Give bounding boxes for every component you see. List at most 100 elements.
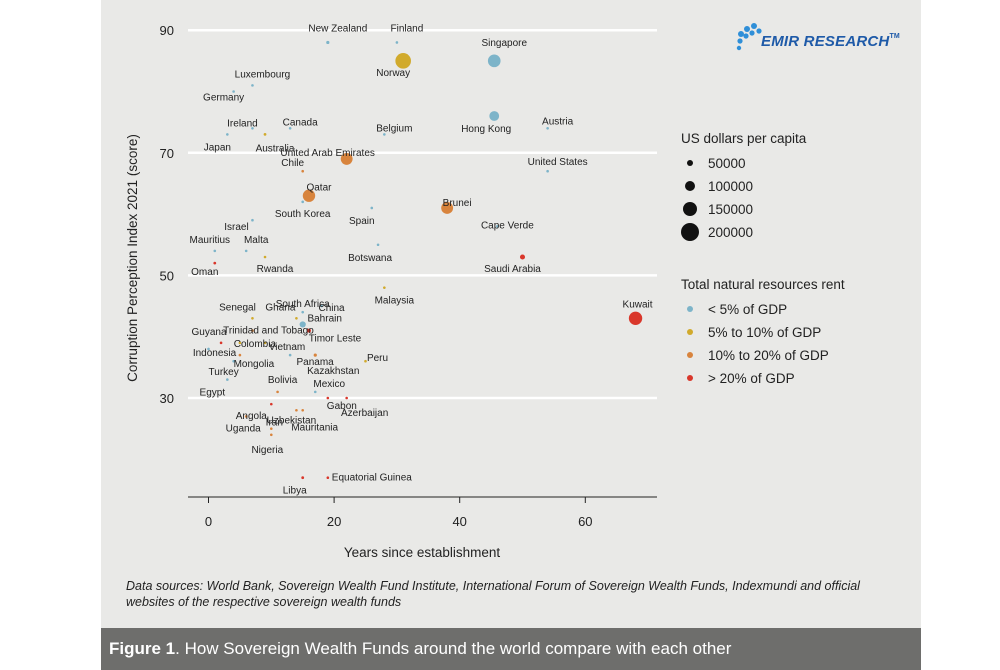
data-point <box>519 254 526 260</box>
point-label: Colombia <box>234 339 277 350</box>
point-label: United Arab Emirates <box>280 148 375 159</box>
point-label: Kuwait <box>623 299 653 310</box>
data-point <box>263 341 267 345</box>
data-point <box>251 218 254 222</box>
data-point <box>299 321 306 328</box>
point-label: Indonesia <box>193 348 237 359</box>
data-point <box>226 133 229 136</box>
point-label: Qatar <box>306 183 332 194</box>
point-label: New Zealand <box>308 23 367 34</box>
color-legend-label: < 5% of GDP <box>708 302 787 317</box>
color-legend-label: 10% to 20% of GDP <box>708 348 829 363</box>
data-point <box>301 200 305 204</box>
point-label: Vietnam <box>269 342 306 353</box>
point-label: Kazakhstan <box>307 366 359 377</box>
data-point <box>263 255 267 259</box>
data-point <box>270 402 273 406</box>
point-label: Singapore <box>481 38 527 49</box>
x-tick-label: 20 <box>327 514 341 529</box>
size-legend-label: 100000 <box>708 179 753 194</box>
data-point <box>232 359 235 363</box>
point-label: Azerbaijan <box>341 408 388 419</box>
data-point <box>207 347 210 351</box>
point-label: Luxembourg <box>235 69 291 80</box>
data-point <box>270 433 273 437</box>
size-legend-marker <box>683 202 697 216</box>
point-label: United States <box>528 157 588 168</box>
size-legend-marker <box>685 181 695 191</box>
data-point <box>301 310 305 314</box>
point-label: Australia <box>256 143 295 154</box>
point-label: Uganda <box>226 423 261 434</box>
point-label: Japan <box>204 142 231 153</box>
data-point <box>301 476 305 480</box>
data-point <box>326 476 330 479</box>
data-point <box>383 286 386 289</box>
data-point <box>251 317 254 320</box>
logo-dots-icon <box>736 23 762 51</box>
point-label: Turkey <box>209 367 239 378</box>
point-label: Hong Kong <box>461 124 511 135</box>
point-label: Equatorial Guinea <box>332 473 412 484</box>
point-label: Saudi Arabia <box>484 264 541 275</box>
point-label: Timor Leste <box>309 334 362 345</box>
data-point <box>441 202 454 214</box>
data-point <box>301 169 305 173</box>
data-point <box>313 390 317 394</box>
data-point <box>263 133 267 136</box>
point-label: Mauritania <box>291 422 338 433</box>
point-label: Bolivia <box>268 375 298 386</box>
point-label: Chile <box>281 158 304 169</box>
data-point <box>270 427 273 430</box>
data-point <box>276 390 279 394</box>
data-point <box>251 126 254 130</box>
data-point <box>496 225 499 228</box>
data-point <box>288 126 292 130</box>
figure-panel <box>101 0 921 628</box>
data-point <box>301 408 305 412</box>
point-label: Israel <box>224 222 248 233</box>
point-label: Malaysia <box>375 296 415 307</box>
point-label: Guyana <box>192 327 227 338</box>
data-point <box>345 396 348 400</box>
data-point <box>628 311 643 326</box>
point-label: Botswana <box>348 253 392 264</box>
data-point <box>364 359 367 363</box>
x-tick-label: 0 <box>205 514 212 529</box>
point-label: Oman <box>191 267 218 278</box>
data-point <box>320 304 323 308</box>
point-label: South Korea <box>275 209 331 220</box>
color-legend-marker <box>687 375 693 381</box>
point-label: Brunei <box>443 198 472 209</box>
color-legend-label: > 20% of GDP <box>708 371 795 386</box>
data-point <box>546 169 549 173</box>
size-legend-label: 200000 <box>708 225 753 240</box>
point-label: Rwanda <box>257 264 294 275</box>
data-point <box>395 53 411 69</box>
color-legend-marker <box>687 329 693 335</box>
point-label: Mexico <box>313 379 345 390</box>
point-label: Mongolia <box>234 359 275 370</box>
data-sources-note: Data sources: World Bank, Sovereign Weal… <box>126 579 860 609</box>
data-point <box>244 415 248 418</box>
data-point <box>213 249 217 253</box>
data-point <box>487 54 501 68</box>
data-point <box>251 84 254 87</box>
figure-caption-bar: Figure 1. How Sovereign Wealth Funds aro… <box>101 628 921 670</box>
data-point <box>489 111 500 121</box>
point-label: Nigeria <box>251 445 283 456</box>
point-label: Spain <box>349 216 375 227</box>
point-label: Libya <box>283 486 307 497</box>
y-tick-label: 70 <box>160 146 174 161</box>
point-label: Senegal <box>219 302 256 313</box>
data-point <box>232 90 235 93</box>
data-point <box>307 328 311 333</box>
figure-caption: Figure 1. How Sovereign Wealth Funds aro… <box>109 639 731 659</box>
color-legend-marker <box>687 306 693 312</box>
data-point <box>238 341 242 345</box>
y-tick-label: 50 <box>160 268 174 283</box>
data-point <box>326 396 330 400</box>
data-point <box>251 329 254 332</box>
data-point <box>326 40 330 45</box>
